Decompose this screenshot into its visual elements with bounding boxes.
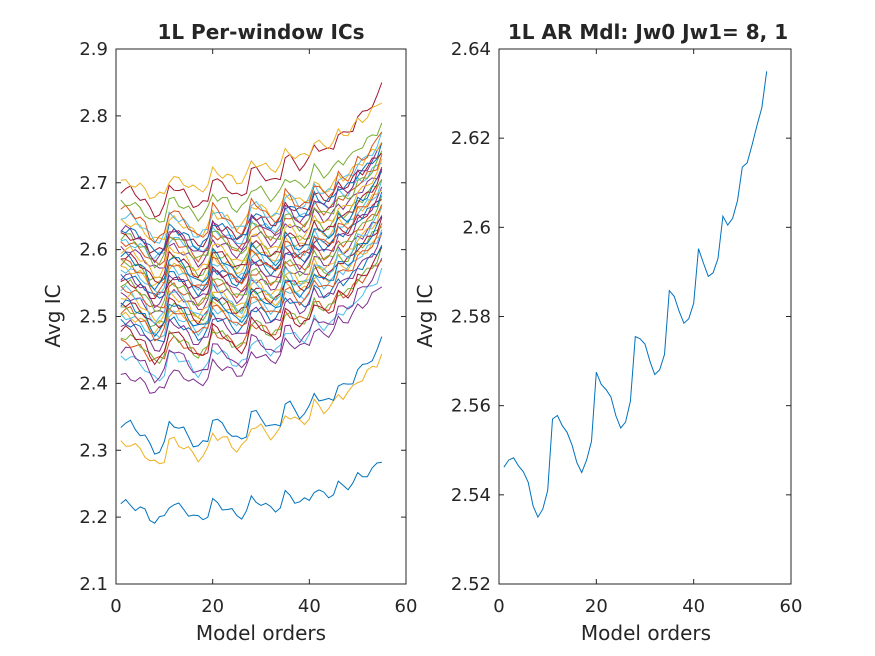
left-y-tick-label: 2.6: [79, 240, 108, 261]
left-series-line: [120, 267, 383, 382]
left-series-line: [120, 257, 383, 384]
right-x-label: Model orders: [581, 621, 711, 645]
left-series-line: [120, 247, 383, 366]
left-series-line: [120, 179, 383, 298]
left-series-line: [120, 195, 383, 312]
left-series-line: [120, 158, 383, 279]
left-y-tick-label: 2.8: [79, 106, 108, 127]
left-series-line: [120, 179, 383, 296]
right-y-tick-label: 2.62: [451, 128, 491, 149]
left-series-line: [120, 131, 383, 244]
left-y-tick-label: 2.5: [79, 307, 108, 328]
left-series-group: [120, 82, 383, 524]
left-axes: 0 20 40 60 2.1 2.2 2.3 2.4 2.5 2.6 2.7 2.8 2.9 1L Pe…: [41, 20, 417, 645]
left-series-line: [120, 204, 383, 309]
right-y-tick-label: 2.58: [451, 307, 491, 328]
right-y-tick-label: 2.56: [451, 396, 491, 417]
right-x-tick-label: 0: [493, 596, 504, 617]
left-y-tick-label: 2.7: [79, 173, 108, 194]
right-ticks: 0 20 40 60 2.52 2.54 2.56 2.58 2.6 2.62 2.64: [451, 39, 803, 617]
left-series-line: [120, 191, 383, 299]
right-y-tick-label: 2.54: [451, 485, 491, 506]
left-series-line: [120, 215, 383, 338]
right-plot-area: [499, 49, 791, 584]
left-y-label: Avg IC: [41, 284, 65, 347]
left-series-line: [120, 205, 383, 325]
right-series-group: [503, 71, 768, 519]
left-x-tick-label: 40: [298, 596, 321, 617]
left-y-tick-label: 2.3: [79, 440, 108, 461]
left-series-line: [120, 122, 383, 223]
left-y-tick-label: 2.1: [79, 574, 108, 595]
left-series-line: [120, 245, 383, 365]
left-series-line: [120, 353, 383, 465]
left-series-line: [120, 223, 383, 342]
left-series-line: [120, 102, 383, 200]
left-x-label: Model orders: [196, 621, 326, 645]
left-series-line: [120, 142, 383, 264]
left-series-line: [120, 229, 383, 339]
left-series-line: [120, 171, 383, 291]
left-y-tick-label: 2.9: [79, 39, 108, 60]
left-series-line: [120, 336, 383, 455]
right-y-tick-label: 2.52: [451, 574, 491, 595]
left-series-line: [120, 186, 383, 309]
left-series-line: [120, 207, 383, 325]
left-title: 1L Per-window ICs: [157, 20, 364, 44]
left-y-tick-label: 2.4: [79, 373, 108, 394]
left-series-line: [120, 82, 383, 218]
left-series-line: [120, 168, 383, 285]
right-axes: 0 20 40 60 2.52 2.54 2.56 2.58 2.6 2.62 2.64 1L AR…: [413, 20, 802, 645]
left-series-line: [120, 286, 383, 394]
left-plot-area: [116, 49, 406, 584]
left-ticks: 0 20 40 60 2.1 2.2 2.3 2.4 2.5 2.6 2.7 2.8 2.9: [79, 39, 417, 617]
right-y-label: Avg IC: [413, 284, 437, 347]
left-series-line: [120, 461, 382, 524]
left-x-tick-label: 0: [110, 596, 121, 617]
left-x-tick-label: 60: [395, 596, 418, 617]
right-y-tick-label: 2.6: [462, 217, 491, 238]
right-x-tick-label: 60: [780, 596, 803, 617]
right-x-tick-label: 40: [682, 596, 705, 617]
left-series-line: [120, 150, 383, 269]
left-series-line: [120, 232, 383, 352]
right-y-tick-label: 2.64: [451, 39, 491, 60]
left-x-tick-label: 20: [201, 596, 224, 617]
right-series-line: [503, 71, 768, 519]
right-x-tick-label: 20: [585, 596, 608, 617]
right-title: 1L AR Mdl: Jw0 Jw1= 8, 1: [508, 20, 788, 44]
left-y-tick-label: 2.2: [79, 507, 108, 528]
